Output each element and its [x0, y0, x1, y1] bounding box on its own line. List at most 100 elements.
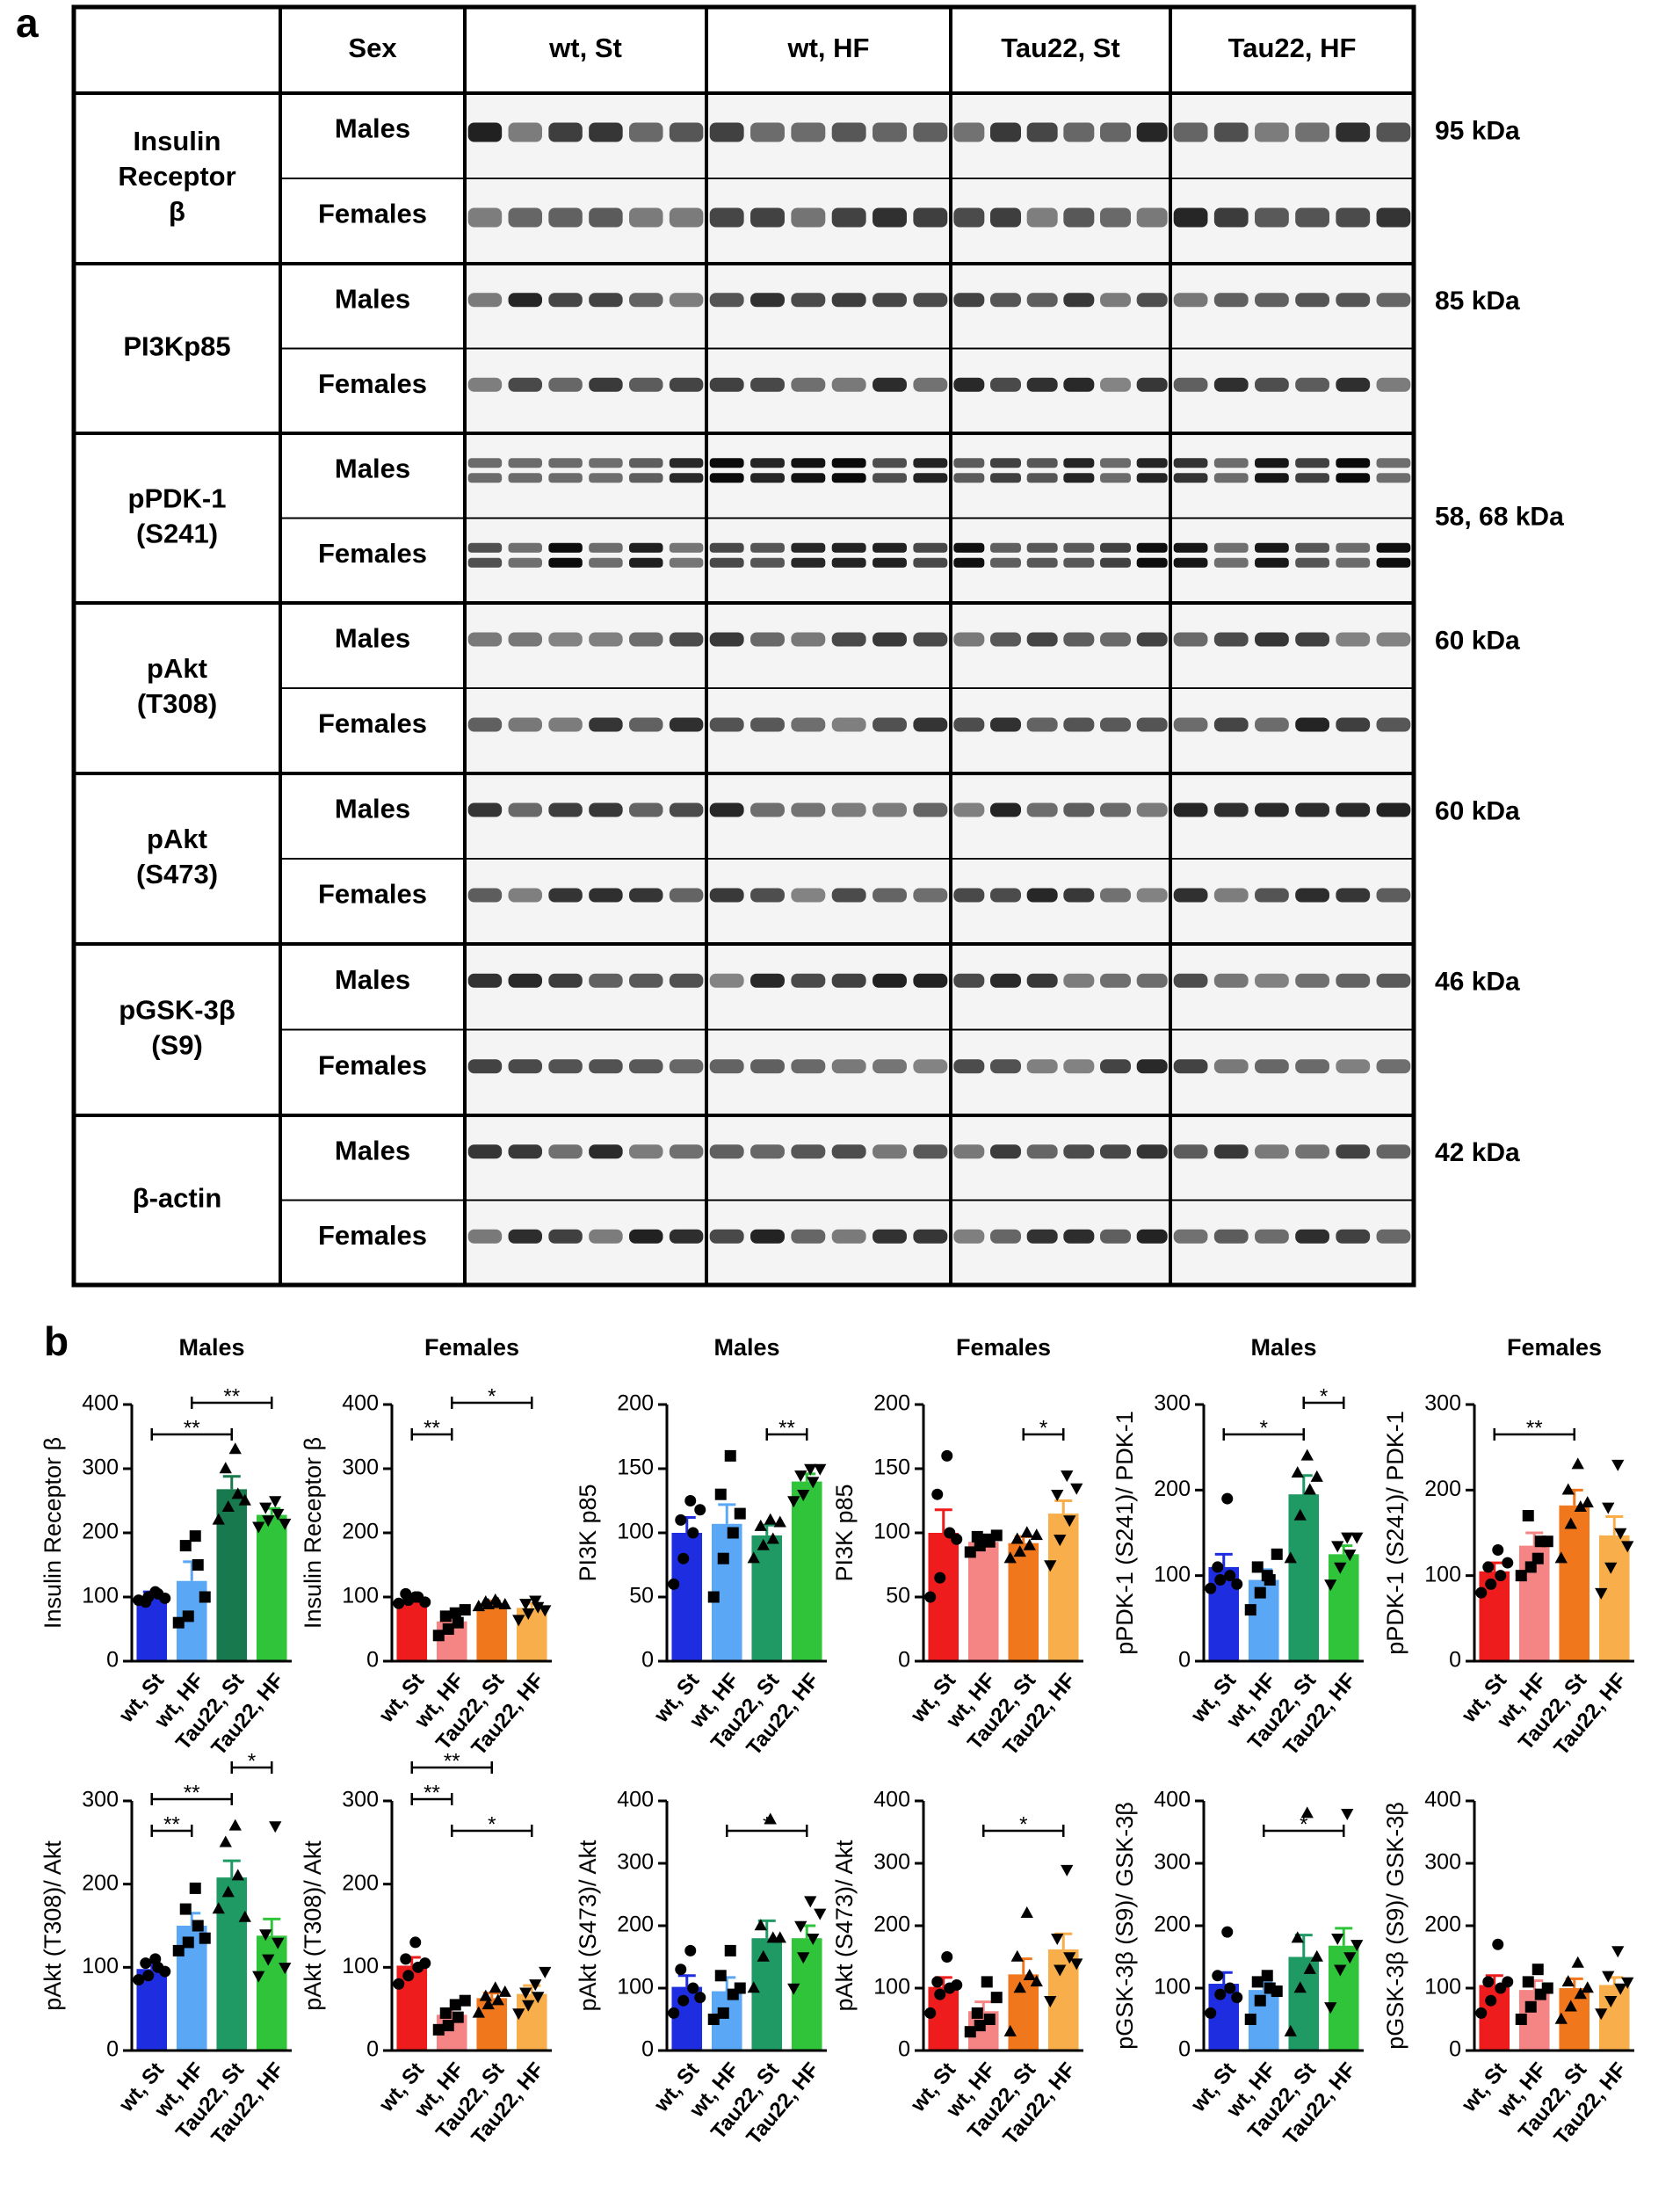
data-point [1054, 1535, 1067, 1547]
blot-band [1026, 1059, 1058, 1074]
y-tick-label: 100 [342, 1584, 379, 1608]
blot-band [548, 207, 583, 228]
blot-band [1136, 632, 1168, 647]
blot-band [1295, 1059, 1329, 1074]
data-point [419, 1957, 431, 1970]
data-point [1300, 1806, 1314, 1818]
data-point [393, 1597, 405, 1609]
blot-band [791, 1229, 826, 1244]
blot-band [1255, 1059, 1289, 1074]
blot-band [669, 1229, 704, 1244]
blot-band [831, 1144, 866, 1159]
data-point [1515, 2014, 1527, 2025]
blot-band [1100, 973, 1131, 988]
sex-label: Males [335, 794, 410, 824]
blot-band [508, 1144, 542, 1159]
data-point [1221, 1492, 1234, 1505]
blot-band [467, 473, 503, 483]
blot-band [548, 1059, 583, 1074]
data-point [219, 1835, 232, 1847]
blot-band [831, 888, 866, 903]
data-point [1010, 1949, 1024, 1962]
data-point [1212, 1561, 1224, 1573]
blot-band [709, 717, 744, 732]
blot-band [873, 717, 907, 732]
significance-label: ** [184, 1416, 200, 1440]
data-point [498, 1985, 511, 1997]
blot-band [1063, 458, 1095, 468]
data-point [489, 1593, 502, 1605]
data-point [1310, 1470, 1323, 1482]
data-point [797, 1490, 810, 1501]
blot-band [750, 717, 785, 732]
data-point [1254, 1994, 1266, 2007]
bar [216, 1877, 248, 2051]
data-point [1564, 1517, 1577, 1529]
data-point [1221, 1926, 1234, 1938]
blot-band [589, 377, 623, 392]
blot-band [709, 207, 744, 228]
data-point [1561, 1975, 1575, 1987]
blot-band [1026, 973, 1058, 988]
blot-band [831, 473, 866, 483]
blot-band [913, 122, 948, 142]
blot-band [589, 973, 623, 988]
data-point [1054, 1964, 1067, 1977]
error-bar [1525, 1531, 1544, 1546]
data-point [990, 1529, 1003, 1542]
sex-label: Females [318, 368, 427, 399]
blot-band [629, 542, 663, 553]
data-point [787, 1496, 800, 1508]
blot-band [1063, 557, 1095, 568]
blot-band [467, 293, 503, 308]
blot-band [548, 717, 583, 732]
data-point [1061, 1470, 1074, 1483]
data-point [717, 2007, 729, 2019]
blot-band [1295, 1229, 1329, 1244]
blot-band [467, 557, 503, 568]
data-point [1261, 1570, 1273, 1582]
blot-band [1213, 293, 1249, 308]
data-point [668, 1578, 680, 1590]
data-point [1343, 1550, 1357, 1562]
blot-band [1295, 1144, 1329, 1159]
kda-label: 60 kDa [1435, 796, 1520, 825]
data-point [199, 1932, 211, 1944]
blot-band [629, 377, 663, 392]
data-point [539, 1605, 552, 1617]
blot-band [1376, 888, 1411, 903]
blot-band [589, 207, 623, 228]
bar [1598, 1985, 1630, 2051]
y-tick-label: 400 [342, 1391, 379, 1416]
data-point [773, 1931, 786, 1943]
data-point [522, 2000, 535, 2012]
blot-band [1336, 293, 1371, 308]
blot-band [1295, 802, 1329, 817]
y-tick-label: 0 [1178, 2037, 1191, 2062]
y-tick-label: 0 [106, 1648, 119, 1673]
error-bar [718, 1503, 736, 1524]
data-point [199, 1591, 211, 1603]
significance-label: * [488, 1384, 496, 1408]
blot-band [508, 1229, 542, 1244]
data-point [409, 1936, 422, 1949]
bar [1328, 1945, 1359, 2051]
blot-band [1063, 1059, 1095, 1074]
y-tick-label: 100 [617, 1520, 654, 1544]
blot-band [1136, 973, 1168, 988]
sex-label: Females [318, 1220, 427, 1251]
data-point [159, 1965, 171, 1978]
data-point [1351, 1532, 1364, 1544]
blot-band [1295, 557, 1329, 568]
data-point [449, 1607, 461, 1619]
blot-band [913, 542, 948, 553]
data-point [1051, 1490, 1064, 1501]
blot-band [1026, 122, 1058, 142]
sex-label: Males [335, 964, 410, 995]
data-point [262, 1954, 275, 1966]
y-tick-label: 300 [1154, 1391, 1191, 1416]
y-tick-label: 100 [1424, 1975, 1461, 2000]
blot-band [1100, 473, 1131, 483]
blot-band [629, 557, 663, 568]
data-point [172, 1944, 185, 1956]
